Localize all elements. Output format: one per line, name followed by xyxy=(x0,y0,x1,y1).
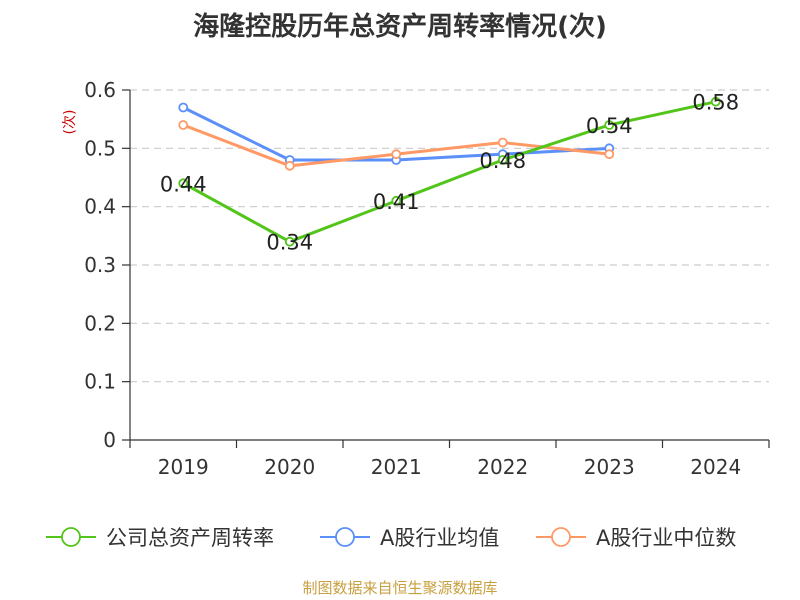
x-tick-label: 2020 xyxy=(264,455,315,479)
grid-lines xyxy=(130,89,769,383)
series-lines xyxy=(178,96,721,247)
y-tick-label: 0.3 xyxy=(84,253,116,277)
data-labels: 0.44 0.34 0.41 0.48 0.54 0.58 xyxy=(160,91,739,255)
data-point xyxy=(391,149,402,160)
y-tick-label: 0.4 xyxy=(84,195,116,219)
x-tick-label: 2024 xyxy=(690,455,741,479)
data-point xyxy=(284,236,295,247)
legend-label: A股行业均值 xyxy=(380,526,499,550)
x-tick-label: 2019 xyxy=(158,455,209,479)
data-point xyxy=(604,120,615,130)
data-label: 0.41 xyxy=(373,190,420,214)
legend-label: 公司总资产周转率 xyxy=(106,526,274,550)
legend-label: A股行业中位数 xyxy=(596,526,736,550)
y-tick-label: 0.2 xyxy=(84,311,116,335)
y-tick-label: 0.6 xyxy=(84,78,116,102)
data-label: 0.44 xyxy=(160,172,207,196)
x-tick-label: 2022 xyxy=(477,455,528,479)
data-label: 0.58 xyxy=(692,91,739,115)
y-axis-label: (次) xyxy=(62,110,78,135)
data-point xyxy=(284,160,295,171)
data-point xyxy=(710,96,721,107)
axes: 0 0.1 0.2 0.3 0.4 0.5 0.6 2019 2020 2021 2022 2023 2… xyxy=(62,78,770,479)
chart-title: 海隆控股历年总资产周转率情况(次) xyxy=(193,12,607,42)
legend: 公司总资产周转率 A股行业均值 A股行业中位数 xyxy=(46,526,736,550)
series-line xyxy=(182,100,717,244)
legend-marker xyxy=(335,527,355,547)
x-tick-label: 2021 xyxy=(371,455,422,479)
data-point xyxy=(178,178,189,189)
y-tick-label: 0 xyxy=(103,428,116,452)
data-point xyxy=(604,149,615,160)
source-note: 制图数据来自恒生聚源数据库 xyxy=(302,579,498,597)
data-point xyxy=(178,120,189,130)
data-label: 0.34 xyxy=(266,231,313,255)
data-point xyxy=(497,155,508,165)
x-tick-label: 2023 xyxy=(584,455,635,479)
y-tick-label: 0.1 xyxy=(84,370,116,394)
data-point xyxy=(178,102,189,113)
data-point xyxy=(497,137,508,148)
y-tick-label: 0.5 xyxy=(84,136,116,160)
data-label: 0.54 xyxy=(586,114,633,138)
data-point xyxy=(391,195,402,206)
data-label: 0.48 xyxy=(479,149,526,173)
legend-marker xyxy=(551,527,571,547)
legend-marker xyxy=(61,527,81,547)
